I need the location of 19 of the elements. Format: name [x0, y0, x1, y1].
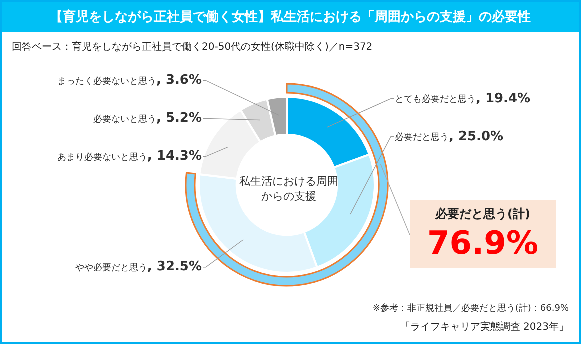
slice-label: やや必要だと思う [75, 262, 148, 274]
data-label: , 14.3% [147, 149, 202, 164]
slice-label: 必要だと思う [395, 132, 449, 144]
slice-label: 必要ないと思う [93, 114, 156, 126]
data-label: , 19.4% [476, 91, 531, 106]
chart-title: 【育児をしながら正社員で働く女性】私生活における「周囲からの支援」の必要性 [2, 2, 579, 32]
data-label: , 3.6% [156, 73, 202, 88]
chart-subtitle: 回答ベース：育児をしながら正社員で働く20-50代の女性(休職中除く)／n=372 [12, 40, 373, 54]
slice-label: とても必要だと思う [395, 94, 476, 106]
slice-label: あまり必要ないと思う [57, 152, 148, 164]
text: 「ライフキャリア実態調査 2023年」 [400, 320, 569, 334]
text: 必要だと思う(計) [434, 206, 532, 223]
text: 76.9% [426, 223, 540, 263]
text: ※参考：非正規社員／必要だと思う(計)：66.9% [372, 302, 569, 315]
data-label: , 32.5% [147, 260, 202, 275]
text: 私生活における周囲からの支援 [239, 174, 339, 204]
slice-label: まったく必要ないと思う [57, 76, 156, 88]
data-label: , 25.0% [449, 129, 504, 144]
data-label: , 5.2% [156, 111, 202, 126]
